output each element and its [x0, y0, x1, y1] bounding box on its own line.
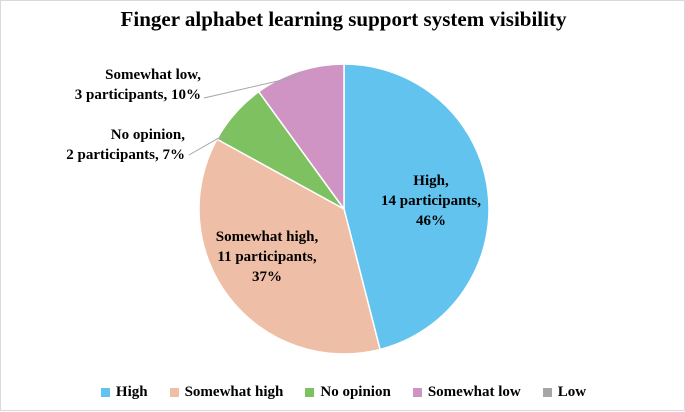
- leader-line-no-opinion: [188, 134, 227, 156]
- legend-label-somewhat-high: Somewhat high: [184, 384, 284, 400]
- data-label-somewhat-low: Somewhat low, 3 participants, 10%: [75, 67, 202, 103]
- pie-slice-high: [343, 63, 490, 351]
- legend-label-low: Low: [557, 384, 587, 400]
- legend-item-no-opinion: No opinion: [305, 384, 391, 401]
- pie-slice-somewhat-high: [198, 138, 381, 355]
- legend-swatch-somewhat-high: [169, 388, 179, 397]
- legend-swatch-no-opinion: [305, 388, 315, 397]
- data-label-somewhat-high: Somewhat high, 11 participants, 37%: [216, 229, 319, 285]
- legend-item-low: Low: [542, 384, 587, 401]
- legend-label-no-opinion: No opinion: [320, 384, 391, 400]
- data-label-no-opinion: No opinion, 2 participants, 7%: [66, 127, 185, 163]
- legend-label-somewhat-low: Somewhat low: [427, 384, 521, 400]
- legend-swatch-high: [100, 388, 110, 397]
- chart-title: Finger alphabet learning support system …: [120, 7, 567, 31]
- legend-label-high: High: [115, 384, 148, 400]
- data-label-high: High, 14 participants, 46%: [381, 173, 481, 229]
- legend-item-high: High: [100, 384, 148, 401]
- legend: High Somewhat high No opinion Somewhat l…: [1, 384, 685, 401]
- leader-line-somewhat-low: [203, 73, 302, 99]
- pie-slice-somewhat-low: [257, 63, 345, 212]
- legend-item-somewhat-low: Somewhat low: [412, 384, 521, 401]
- legend-swatch-low: [542, 388, 552, 397]
- legend-item-somewhat-high: Somewhat high: [169, 384, 284, 401]
- legend-swatch-somewhat-low: [412, 388, 422, 397]
